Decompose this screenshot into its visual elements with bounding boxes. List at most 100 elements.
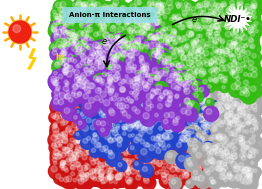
Circle shape [222, 88, 238, 103]
Circle shape [167, 180, 172, 184]
Circle shape [103, 39, 108, 44]
Circle shape [221, 60, 225, 63]
Circle shape [199, 133, 203, 138]
Circle shape [61, 62, 66, 66]
Circle shape [175, 34, 184, 43]
Circle shape [110, 156, 122, 168]
Circle shape [213, 48, 222, 58]
Circle shape [168, 154, 173, 159]
Circle shape [91, 138, 96, 143]
Circle shape [112, 25, 115, 29]
Circle shape [102, 106, 113, 117]
Circle shape [202, 71, 206, 75]
Circle shape [144, 152, 149, 157]
Circle shape [161, 114, 177, 130]
Circle shape [61, 137, 67, 143]
Circle shape [77, 175, 83, 181]
Circle shape [238, 19, 247, 28]
Circle shape [108, 138, 114, 143]
Circle shape [117, 132, 129, 144]
Circle shape [127, 176, 137, 186]
Circle shape [109, 147, 115, 154]
Circle shape [198, 11, 210, 23]
Circle shape [184, 104, 197, 117]
Circle shape [132, 24, 147, 40]
Circle shape [164, 39, 175, 51]
Circle shape [108, 17, 112, 22]
Circle shape [101, 79, 105, 83]
Circle shape [83, 139, 98, 155]
Circle shape [171, 71, 188, 88]
Circle shape [230, 72, 234, 75]
Circle shape [116, 93, 122, 99]
Circle shape [166, 104, 170, 107]
Circle shape [223, 102, 234, 114]
Circle shape [177, 48, 182, 52]
Circle shape [133, 74, 145, 86]
Circle shape [168, 80, 172, 83]
Circle shape [242, 115, 257, 130]
Circle shape [74, 35, 79, 40]
Circle shape [179, 139, 182, 143]
Circle shape [144, 113, 149, 118]
Circle shape [134, 22, 140, 27]
Circle shape [108, 79, 112, 82]
Circle shape [196, 174, 211, 188]
Circle shape [87, 170, 104, 186]
Circle shape [90, 50, 100, 61]
Circle shape [178, 53, 194, 68]
Circle shape [108, 157, 113, 162]
Circle shape [220, 50, 224, 53]
Circle shape [177, 71, 183, 77]
Circle shape [189, 51, 204, 65]
Circle shape [131, 141, 137, 147]
Circle shape [178, 1, 187, 10]
Circle shape [175, 3, 184, 13]
Circle shape [193, 176, 196, 180]
Circle shape [189, 70, 203, 84]
Circle shape [244, 171, 256, 183]
Circle shape [106, 73, 109, 76]
Circle shape [194, 88, 202, 96]
Circle shape [201, 122, 207, 128]
Circle shape [195, 44, 207, 56]
Circle shape [73, 139, 83, 149]
Circle shape [226, 4, 239, 17]
Circle shape [137, 53, 149, 64]
Circle shape [62, 71, 70, 79]
Circle shape [177, 17, 186, 26]
Circle shape [222, 151, 226, 155]
Circle shape [94, 53, 110, 69]
Circle shape [89, 157, 94, 161]
Circle shape [51, 114, 59, 123]
Circle shape [120, 6, 124, 10]
Circle shape [176, 128, 182, 133]
Circle shape [95, 88, 101, 94]
Circle shape [214, 124, 217, 127]
Circle shape [214, 18, 220, 23]
Circle shape [219, 0, 233, 13]
Circle shape [83, 162, 96, 175]
Circle shape [234, 43, 240, 49]
Circle shape [102, 72, 107, 77]
Circle shape [53, 18, 60, 25]
Circle shape [160, 64, 176, 80]
Circle shape [225, 169, 237, 181]
Circle shape [231, 83, 238, 90]
Circle shape [170, 17, 173, 21]
Circle shape [121, 163, 136, 178]
Circle shape [76, 168, 90, 183]
Circle shape [129, 30, 132, 34]
Circle shape [69, 96, 78, 105]
Circle shape [112, 96, 117, 101]
Circle shape [219, 149, 223, 153]
Circle shape [63, 28, 73, 38]
Circle shape [100, 70, 112, 82]
Circle shape [152, 50, 168, 66]
Circle shape [156, 32, 163, 39]
Circle shape [161, 159, 167, 164]
Circle shape [216, 73, 220, 77]
Circle shape [157, 104, 162, 109]
Circle shape [121, 40, 133, 51]
Circle shape [244, 72, 247, 76]
